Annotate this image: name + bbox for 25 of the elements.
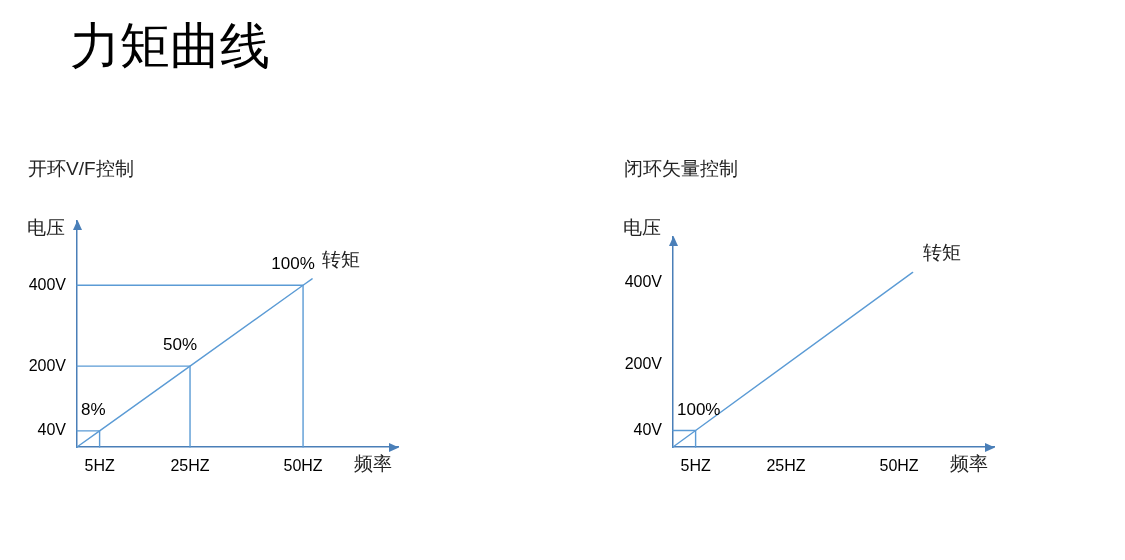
y-axis-title: 电压 [623, 215, 661, 238]
y-tick-label: 40V [37, 421, 67, 439]
chart-subtitle: 闭环矢量控制 [624, 158, 738, 181]
series-label: 转矩 [322, 247, 361, 270]
series-label: 转矩 [922, 241, 961, 264]
annotation: 100% [677, 399, 721, 419]
y-tick-label: 400V [28, 275, 67, 293]
y-tick-label: 200V [624, 355, 663, 373]
annotation: 50% [163, 335, 198, 355]
y-tick-label: 200V [28, 356, 67, 374]
x-tick-label: 50HZ [283, 457, 323, 475]
x-axis-title: 频率 [354, 451, 392, 474]
x-tick-label: 25HZ [766, 457, 806, 475]
annotation: 8% [81, 400, 106, 420]
x-tick-label: 25HZ [170, 457, 210, 475]
x-tick-label: 5HZ [680, 457, 711, 475]
y-tick-label: 400V [624, 272, 663, 290]
x-tick-label: 50HZ [879, 457, 919, 475]
x-tick-label: 5HZ [84, 457, 115, 475]
y-axis-title: 电压 [27, 215, 65, 238]
chart-subtitle: 开环V/F控制 [28, 158, 134, 181]
y-tick-label: 40V [633, 420, 663, 438]
chart-title: 力矩曲线 [70, 16, 270, 76]
annotation: 100% [271, 254, 315, 274]
x-axis-title: 频率 [950, 451, 988, 474]
